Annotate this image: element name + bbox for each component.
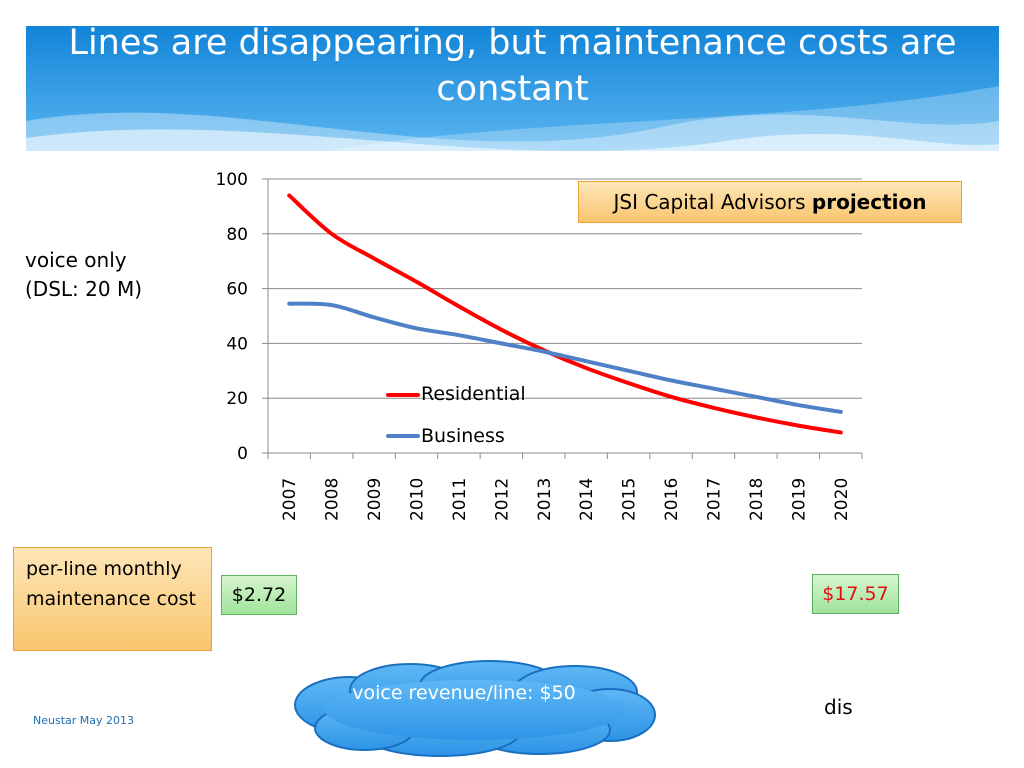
x-tick-label: 2008: [323, 478, 343, 521]
axes: 0 20 40 60 80 100 2007 2008 2009 2010 2011 2012 2013…: [216, 170, 863, 521]
projection-bold-word: projection: [811, 190, 927, 214]
x-tick-label: 2016: [662, 478, 682, 521]
banner-background: [26, 26, 999, 151]
x-tick-label: 2018: [747, 478, 767, 521]
x-tick-label: 2010: [408, 478, 428, 521]
x-tick-label: 2011: [450, 478, 470, 521]
voice-only-label: voice only: [25, 248, 127, 272]
series-line-business: [287, 301, 843, 414]
legend: Residential Business: [386, 383, 526, 447]
y-tick-label: 20: [226, 389, 248, 409]
x-tick-label: 2007: [280, 478, 300, 521]
x-tick-label: 2019: [789, 478, 809, 521]
price-end-badge: $17.57: [812, 574, 899, 614]
projection-callout: JSI Capital Advisors projection: [578, 181, 962, 223]
y-tick-label: 100: [216, 170, 248, 190]
voice-revenue-text: voice revenue/line: $50: [352, 682, 576, 704]
y-tick-label: 80: [226, 225, 248, 245]
x-tick-label: 2015: [620, 478, 640, 521]
x-tick-label: 2009: [365, 478, 385, 521]
legend-label-business: Business: [421, 425, 505, 447]
cloud-shape: [294, 660, 656, 757]
x-tick-label: 2017: [705, 478, 725, 521]
x-tick-label: 2020: [832, 478, 852, 521]
x-tick-label: 2013: [535, 478, 555, 521]
price-start-badge: $2.72: [221, 575, 297, 615]
series-lines: [287, 193, 843, 435]
x-tick-label: 2012: [492, 478, 512, 521]
y-tick-label: 0: [237, 444, 248, 464]
y-tick-label: 60: [226, 280, 248, 300]
maintenance-cost-label: per-line monthly maintenance cost: [13, 547, 212, 651]
slide-title: Lines are disappearing, but maintenance …: [68, 23, 957, 109]
projection-source: JSI Capital Advisors: [613, 190, 806, 214]
dsl-count-label: (DSL: 20 M): [25, 277, 143, 301]
voice-only-note: voice only (DSL: 20 M): [25, 246, 142, 304]
x-tick-label: 2014: [577, 478, 597, 521]
series-line-residential: [287, 193, 843, 435]
footer-source: Neustar May 2013: [33, 714, 135, 727]
legend-label-residential: Residential: [421, 383, 526, 405]
y-tick-label: 40: [226, 334, 248, 354]
dis-text: dis: [824, 695, 853, 719]
title-banner: [26, 26, 999, 151]
